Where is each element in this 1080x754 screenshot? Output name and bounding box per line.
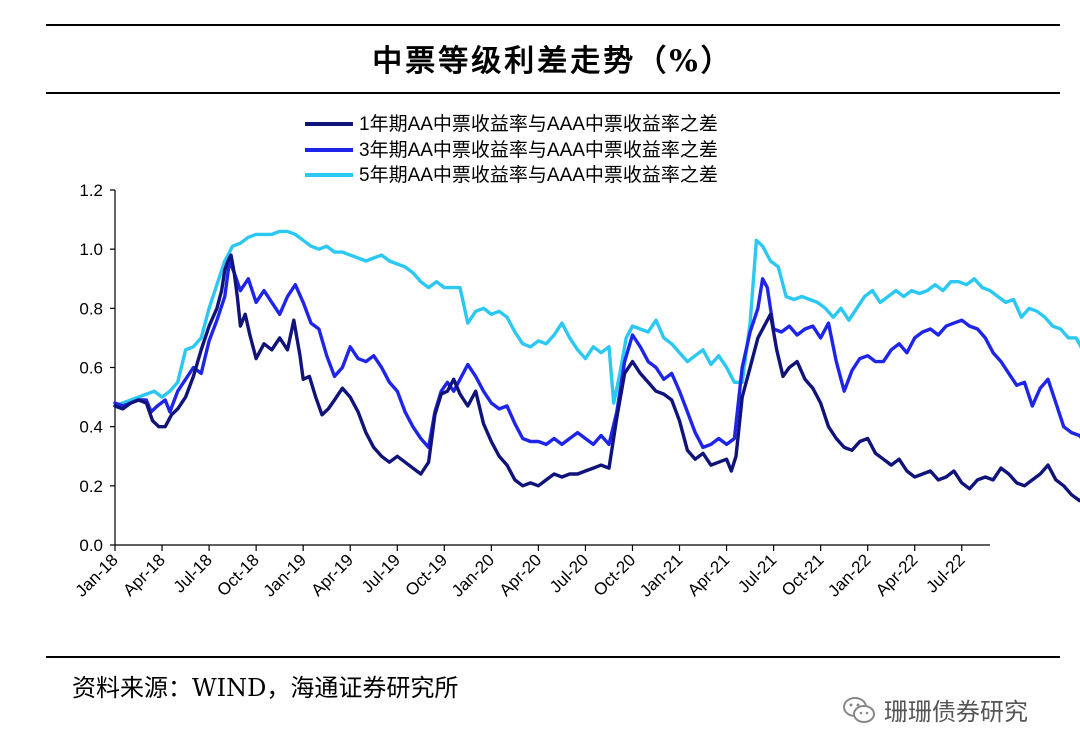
- watermark-text: 珊珊债券研究: [884, 698, 1028, 726]
- x-tick-label: Apr-20: [496, 550, 546, 600]
- watermark: 珊珊债券研究: [842, 692, 1028, 727]
- legend-label-2: 3年期AA中票收益率与AAA中票收益率之差: [359, 139, 718, 161]
- x-tick-label: Oct-19: [402, 550, 452, 600]
- series-line-2: [113, 259, 1080, 450]
- y-tick-label: 0.4: [79, 418, 103, 437]
- x-tick-label: Jan-19: [260, 550, 310, 600]
- y-tick-label: 0.2: [79, 477, 103, 496]
- x-tick-label: Jan-20: [448, 550, 498, 600]
- x-tick-label: Jan-21: [636, 550, 686, 600]
- bottom-rule: [46, 656, 1060, 658]
- x-tick-label: Jul-19: [358, 550, 404, 596]
- chart-legend: 1年期AA中票收益率与AAA中票收益率之差 3年期AA中票收益率与AAA中票收益率…: [305, 113, 718, 186]
- wechat-icon: [843, 696, 875, 723]
- series-line-1: [113, 253, 1080, 503]
- chart-title: 中票等级利差走势（%）: [372, 44, 734, 79]
- x-tick-label: Jan-18: [72, 550, 122, 600]
- title-underline: [46, 92, 1060, 94]
- y-tick-label: 1.0: [79, 240, 103, 259]
- source-note: 资料来源：WIND，海通证券研究所: [72, 674, 459, 702]
- y-axis: 0.0 0.2 0.4 0.6 0.8 1.0 1.2: [79, 181, 116, 555]
- y-tick-label: 1.2: [79, 181, 103, 200]
- legend-label-1: 1年期AA中票收益率与AAA中票收益率之差: [359, 113, 718, 135]
- legend-label-3: 5年期AA中票收益率与AAA中票收益率之差: [359, 164, 718, 186]
- x-tick-label: Oct-18: [213, 550, 263, 600]
- series-line-3: [113, 229, 1080, 408]
- x-tick-label: Oct-20: [590, 550, 640, 600]
- x-tick-label: Jul-22: [922, 550, 968, 596]
- x-tick-label: Jul-21: [734, 550, 780, 596]
- x-tick-label: Jul-20: [546, 550, 592, 596]
- x-tick-label: Oct-21: [778, 550, 828, 600]
- top-rule: [46, 24, 1060, 26]
- y-tick-label: 0.6: [79, 359, 103, 378]
- x-tick-label: Apr-19: [308, 550, 358, 600]
- x-tick-label: Jan-22: [824, 550, 874, 600]
- series-lines: [113, 229, 1080, 503]
- x-tick-label: Jul-18: [170, 550, 216, 596]
- x-tick-label: Apr-18: [119, 550, 169, 600]
- y-tick-label: 0.0: [79, 536, 103, 555]
- line-chart: 1年期AA中票收益率与AAA中票收益率之差 3年期AA中票收益率与AAA中票收益率…: [72, 113, 1080, 601]
- x-tick-label: Apr-21: [684, 550, 734, 600]
- x-tick-label: Apr-22: [872, 550, 922, 600]
- y-tick-label: 0.8: [79, 299, 103, 318]
